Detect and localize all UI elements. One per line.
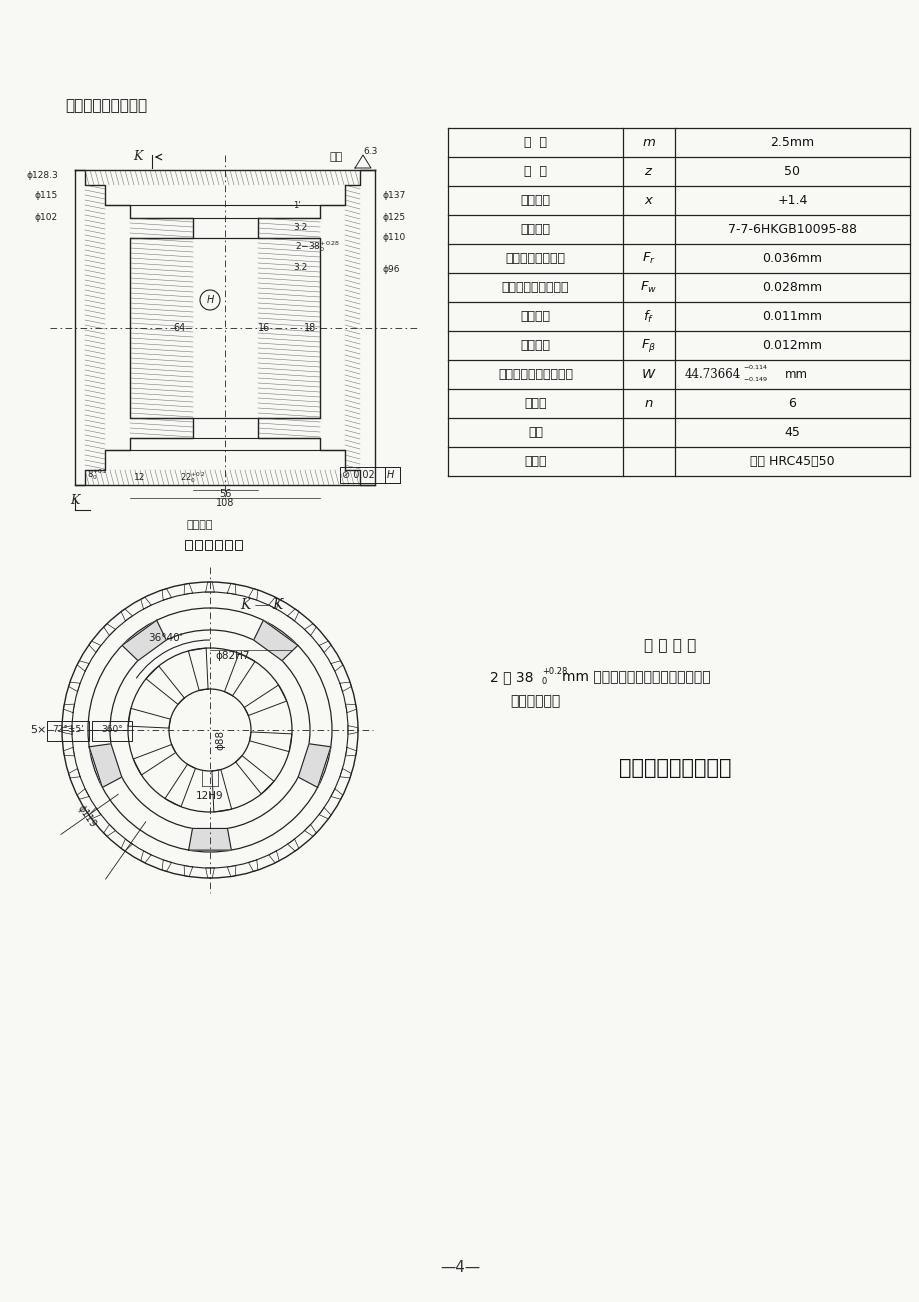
Bar [234, 540, 242, 549]
Text: 360°: 360° [101, 725, 123, 734]
Text: $8^{+0.2}_0$: $8^{+0.2}_0$ [86, 467, 108, 483]
Text: $_{-0.149}$: $_{-0.149}$ [743, 375, 767, 384]
Text: 6: 6 [788, 397, 796, 410]
Bar [205, 540, 211, 549]
Text: H: H [206, 296, 213, 305]
Text: 7-7-6HKGB10095-88: 7-7-6HKGB10095-88 [727, 223, 857, 236]
Text: ⊘ 0.02: ⊘ 0.02 [342, 470, 374, 480]
Text: H: H [387, 470, 394, 480]
Text: 材料: 材料 [528, 426, 542, 439]
Bar [225, 540, 232, 549]
Text: $W$: $W$ [641, 368, 656, 381]
Bar [195, 540, 202, 549]
Text: 公法线长度及极限偏差: 公法线长度及极限偏差 [497, 368, 573, 381]
Text: ϕ102: ϕ102 [35, 214, 58, 223]
Text: 72°±5': 72°±5' [52, 725, 84, 734]
Text: 热处理: 热处理 [524, 454, 546, 467]
Text: 3.2: 3.2 [292, 263, 307, 272]
Text: K — K: K — K [240, 598, 283, 612]
Text: +0.28: +0.28 [541, 667, 567, 676]
Text: +1.4: +1.4 [777, 194, 807, 207]
Bar [185, 540, 192, 549]
Text: 技 术 要 求: 技 术 要 求 [643, 638, 696, 654]
Text: 0.012mm: 0.012mm [762, 339, 822, 352]
Text: 0: 0 [541, 677, 547, 686]
Text: 6.3: 6.3 [363, 147, 377, 156]
Text: 其余: 其余 [330, 152, 343, 161]
Text: 2.5mm: 2.5mm [769, 135, 813, 148]
Text: 附零件图：批量中批: 附零件图：批量中批 [65, 98, 147, 113]
Text: 齿  数: 齿 数 [524, 165, 547, 178]
Text: 45: 45 [784, 426, 800, 439]
Text: ϕ137: ϕ137 [382, 190, 406, 199]
Text: $z$: $z$ [643, 165, 652, 178]
Text: 0.036mm: 0.036mm [762, 253, 822, 266]
Bar [215, 540, 221, 549]
Text: 齿向公差: 齿向公差 [520, 339, 550, 352]
Text: 齿面 HRC45～50: 齿面 HRC45～50 [749, 454, 834, 467]
Text: ϕ110: ϕ110 [382, 233, 406, 242]
Text: $22^{+0.2}_0$: $22^{+0.2}_0$ [180, 470, 206, 486]
Text: ϕ88: ϕ88 [215, 730, 225, 750]
Text: 跨齿数: 跨齿数 [524, 397, 546, 410]
Text: 变位系数: 变位系数 [520, 194, 550, 207]
Text: $f_f$: $f_f$ [642, 309, 653, 324]
Text: 36°40': 36°40' [148, 633, 182, 643]
Text: ϕ119: ϕ119 [75, 803, 98, 829]
Text: 车床离合齿轮零件图: 车床离合齿轮零件图 [618, 758, 731, 779]
Text: $m$: $m$ [641, 135, 655, 148]
Text: ϕ125: ϕ125 [382, 214, 405, 223]
Text: 2 个 38: 2 个 38 [490, 671, 533, 684]
Text: $x$: $x$ [643, 194, 653, 207]
Text: 12: 12 [134, 474, 145, 483]
Text: ϕ96: ϕ96 [382, 266, 400, 275]
Text: 公法线长度变动公差: 公法线长度变动公差 [501, 281, 569, 294]
Text: 44.73664: 44.73664 [685, 368, 741, 381]
Text: ϕ128.3: ϕ128.3 [27, 171, 58, 180]
Text: 12H9: 12H9 [196, 792, 223, 801]
Text: ϕ82H7: ϕ82H7 [215, 651, 249, 661]
Text: 16: 16 [257, 323, 270, 333]
Text: mm: mm [784, 368, 807, 381]
Text: 齿部倒角: 齿部倒角 [187, 519, 213, 530]
Text: $F_w$: $F_w$ [640, 280, 657, 296]
Text: $n$: $n$ [643, 397, 653, 410]
Text: 齿圈径向跳动公差: 齿圈径向跳动公差 [505, 253, 565, 266]
Polygon shape [89, 743, 121, 788]
Text: 5×: 5× [30, 725, 46, 736]
Text: mm 槽铣后两侧保留的轮齿部分不得: mm 槽铣后两侧保留的轮齿部分不得 [562, 671, 709, 684]
Text: —4—: —4— [439, 1260, 480, 1276]
Text: 有锐角出现。: 有锐角出现。 [509, 694, 560, 708]
Text: 3.2: 3.2 [292, 224, 307, 233]
Text: 模  数: 模 数 [524, 135, 547, 148]
Text: 0.028mm: 0.028mm [762, 281, 822, 294]
Text: 56: 56 [219, 490, 231, 499]
Polygon shape [298, 743, 331, 788]
Text: 0.011mm: 0.011mm [762, 310, 822, 323]
Text: 精度等级: 精度等级 [520, 223, 550, 236]
Text: $2{-}38^{+0.28}_0$: $2{-}38^{+0.28}_0$ [295, 240, 340, 254]
Text: K: K [133, 151, 142, 164]
Text: 50: 50 [784, 165, 800, 178]
Text: 18: 18 [303, 323, 316, 333]
Text: 1': 1' [292, 201, 301, 210]
Text: $^{-0.114}$: $^{-0.114}$ [743, 365, 767, 374]
Polygon shape [122, 620, 166, 660]
Text: 64: 64 [174, 323, 186, 333]
Text: 齿形公差: 齿形公差 [520, 310, 550, 323]
Polygon shape [188, 828, 231, 850]
Polygon shape [254, 620, 298, 660]
Text: ϕ115: ϕ115 [35, 190, 58, 199]
Text: $F_\beta$: $F_\beta$ [641, 337, 656, 354]
Text: K: K [70, 493, 80, 506]
Text: 108: 108 [216, 497, 234, 508]
Text: $F_r$: $F_r$ [641, 251, 655, 266]
